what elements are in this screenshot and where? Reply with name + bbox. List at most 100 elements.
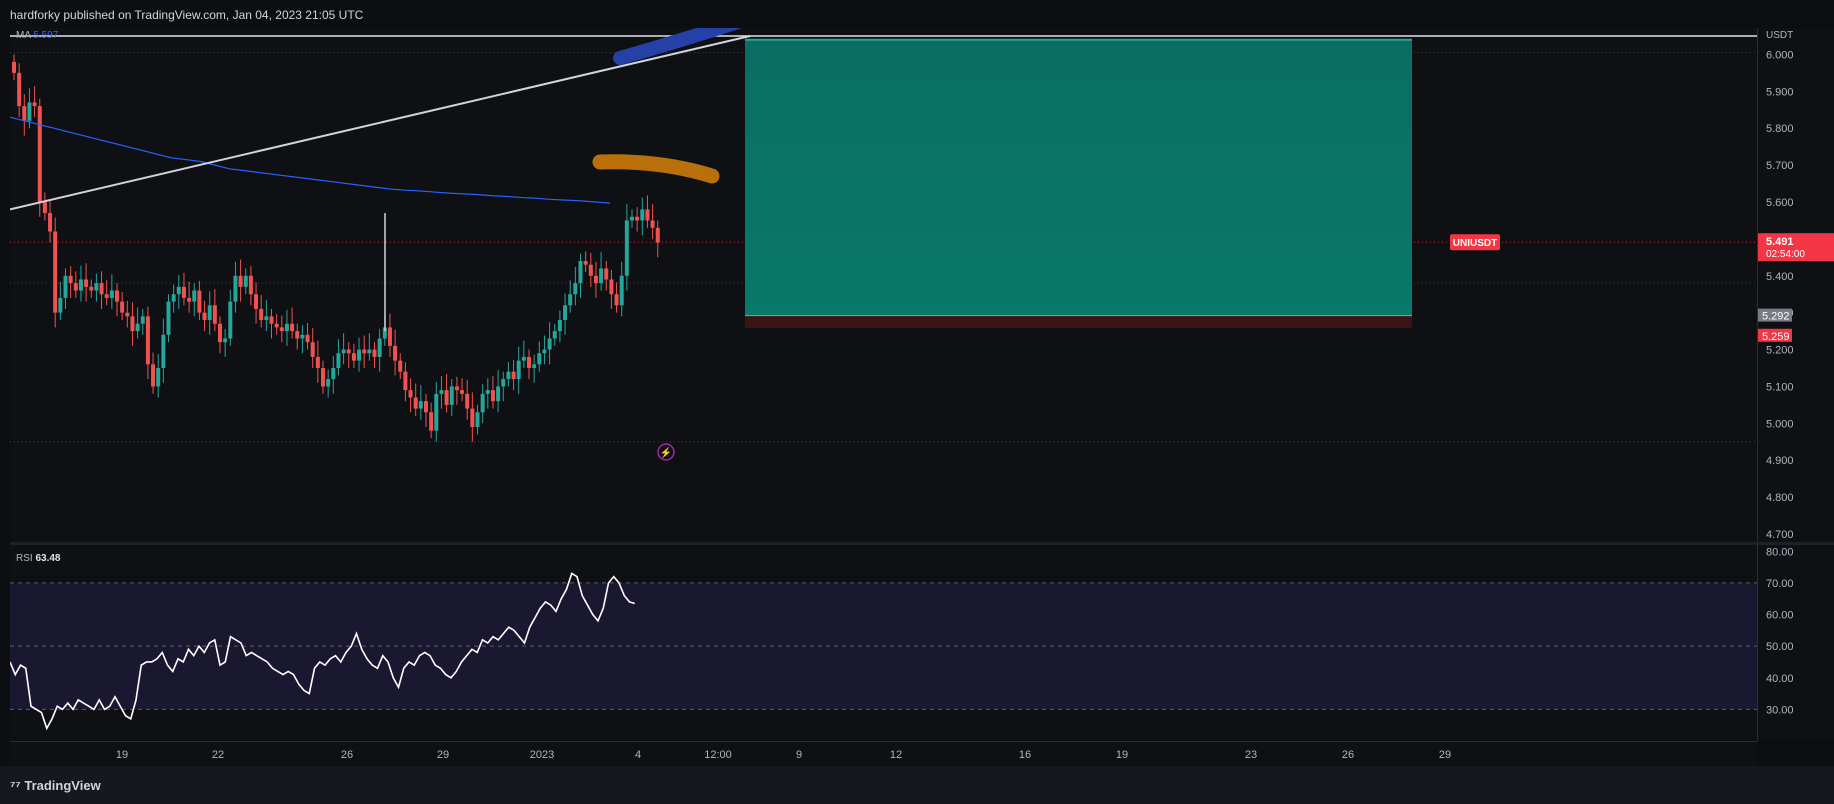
candle [207,305,212,321]
candle [418,401,423,409]
rsi-legend-name: RSI [16,553,35,564]
tradingview-logo[interactable]: ⁷⁷ TradingView [10,778,101,793]
candle [197,290,202,313]
candle [243,275,248,287]
candle [655,227,660,243]
candle [125,312,130,317]
rsi-tick-label: 50.00 [1766,641,1794,653]
last-price-value: 5.491 [1766,236,1794,248]
candle [63,275,68,298]
candle [496,386,501,402]
price-axis[interactable]: USDT6.0005.9005.8005.7005.6005.4005.3005… [1757,28,1834,542]
rsi-tick-label: 30.00 [1766,704,1794,716]
candle [290,323,295,332]
candle [372,349,377,357]
candle [630,216,634,221]
candle [635,216,640,221]
candle [151,364,156,387]
candle [326,379,331,387]
candle [578,261,583,284]
candle [624,220,629,276]
ma-legend: MA 5.597 [16,30,59,41]
candle [645,209,650,221]
ma-legend-value: 5.597 [33,30,58,41]
trendline [9,35,751,211]
price-tick-label: 4.900 [1766,455,1794,467]
rsi-chart[interactable]: RSI 63.48 [9,545,1757,741]
time-tick-label: 19 [1116,749,1128,761]
time-tick-label: 26 [341,749,353,761]
candle [84,279,89,287]
candle [604,268,609,280]
candle [248,275,253,295]
candle [532,364,537,368]
candle [521,356,526,361]
candle [238,275,243,287]
tv-logo-icon: ⁷⁷ [10,778,25,793]
candle [346,349,351,354]
price-tick-label: 4.800 [1766,492,1794,504]
rsi-axis-labels: 80.00 70.00 60.00 50.00 40.00 30.00 [1766,546,1794,716]
countdown-value: 02:54:00 [1766,249,1805,260]
candle [223,338,228,343]
candle [310,342,315,357]
price-tick-label: 6.000 [1766,49,1794,61]
price-tick-label: 5.200 [1766,345,1794,357]
candle [99,283,104,295]
candle [104,294,109,298]
candle [22,106,27,121]
candle [429,412,434,431]
candle [300,334,305,339]
candle [187,297,192,302]
candle [599,268,604,284]
candle [166,301,171,335]
pane-separator[interactable] [10,542,1834,545]
price-pane[interactable]: ⚡ MA 5.597 UNIUSDT [9,11,1757,542]
candle [351,353,356,361]
stop-price-label: 5.259 [1762,331,1790,343]
candle [212,305,217,324]
candle [439,390,444,394]
candle [89,286,94,291]
candle [73,283,78,291]
candle [382,327,387,339]
rsi-axis[interactable]: 80.00 70.00 60.00 50.00 40.00 30.00 [1757,545,1834,741]
candle [593,275,598,284]
price-tick-label: 5.000 [1766,418,1794,430]
candle [588,264,593,276]
candle [78,279,83,291]
candle [552,331,557,339]
candle [140,316,145,324]
candle [48,213,53,232]
candle [614,294,619,306]
candle [547,338,552,350]
candle [321,368,325,387]
candle [398,360,403,372]
time-tick-label: 22 [212,749,224,761]
time-axis[interactable]: 19 22 26 29 2023 4 12:00 9 12 16 19 23 26 29 [10,741,1757,766]
rsi-pane[interactable]: RSI 63.48 [9,545,1757,741]
candle [475,412,480,428]
candle [37,106,42,202]
time-tick-label: 9 [796,749,802,761]
ma-legend-name: MA [16,30,33,41]
time-tick-label: 16 [1019,749,1031,761]
rsi-legend-value: 63.48 [35,553,60,564]
candle [460,390,465,394]
time-tick-label: 26 [1342,749,1354,761]
candle [640,209,645,221]
published-text: hardforky published on TradingView.com, … [10,8,364,22]
candle [413,397,418,409]
stop-badge [1758,328,1792,342]
lightning-glyph: ⚡ [660,446,672,459]
candle [387,327,392,346]
candle [120,301,125,313]
price-tick-label: 5.400 [1766,271,1794,283]
candle [218,323,222,343]
candle [27,102,32,121]
time-tick-label: 12 [890,749,902,761]
price-chart[interactable]: ⚡ MA 5.597 UNIUSDT [9,11,1757,542]
candle [650,220,655,228]
candle [32,102,37,107]
candle [109,290,114,298]
